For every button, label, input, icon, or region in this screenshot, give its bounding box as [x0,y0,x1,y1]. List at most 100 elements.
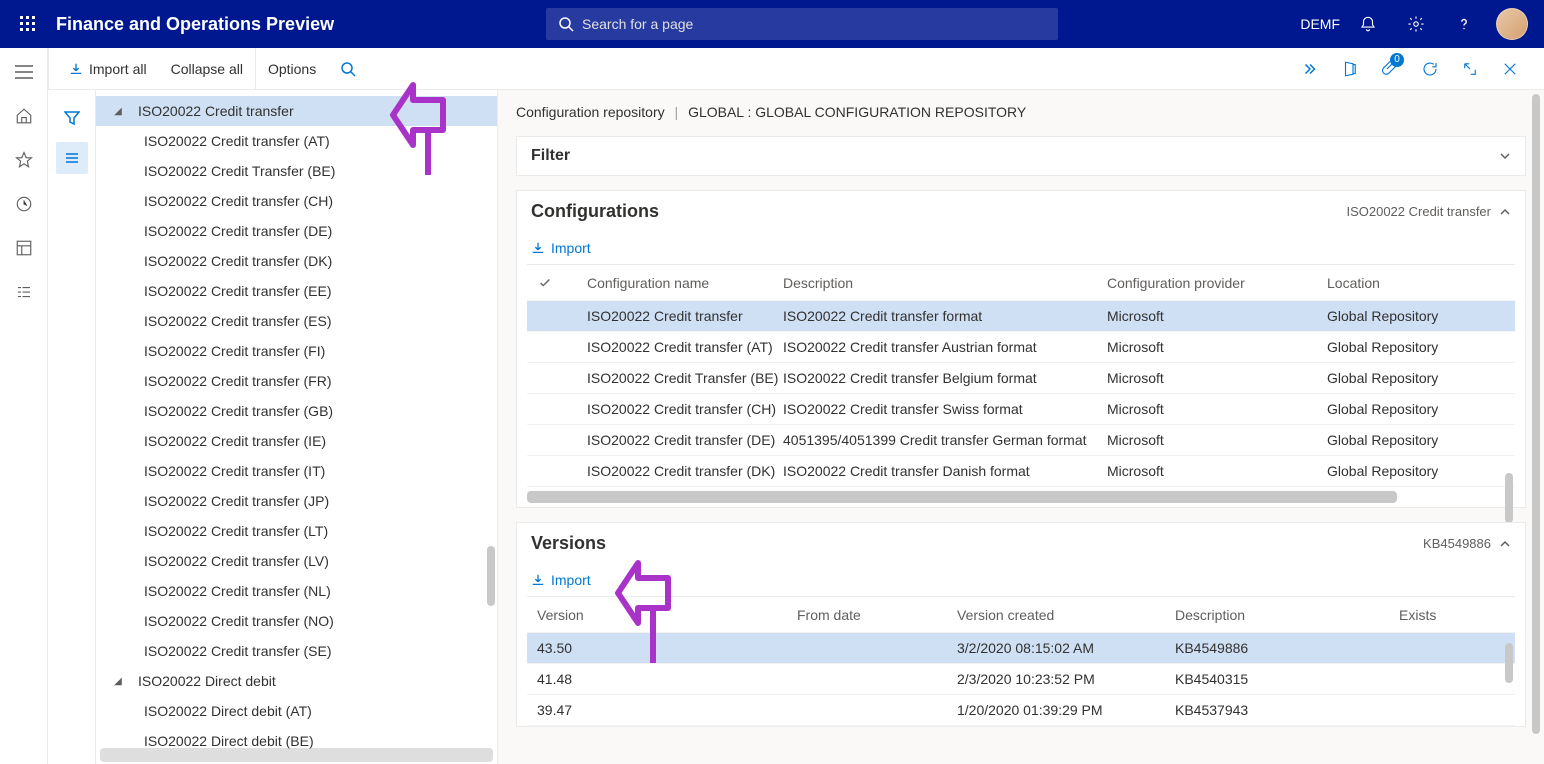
tree-hscroll[interactable] [100,748,493,762]
chevron-up-icon[interactable] [1499,206,1511,218]
config-grid-hscroll[interactable] [527,491,1397,503]
tree-item[interactable]: ◢ ISO20022 Direct debit [96,666,497,696]
bell-icon[interactable] [1348,0,1388,48]
app-header: Finance and Operations Preview Search fo… [0,0,1544,48]
created-cell: 2/3/2020 10:23:52 PM [957,671,1175,687]
link-icon[interactable] [1292,51,1328,87]
tree-item[interactable]: ISO20022 Credit transfer (LV) [96,546,497,576]
created-cell: 1/20/2020 01:39:29 PM [957,702,1175,718]
caret-icon[interactable]: ◢ [108,676,128,687]
refresh-icon[interactable] [1412,51,1448,87]
tree-item-label: ISO20022 Credit transfer (JP) [144,493,329,509]
tree-item-label: ISO20022 Credit transfer (ES) [144,313,332,329]
config-desc-cell: ISO20022 Credit transfer Swiss format [783,401,1107,417]
filter-icon[interactable] [56,102,88,134]
options-button[interactable]: Options [255,48,328,90]
tree-item-label: ISO20022 Credit transfer (IE) [144,433,326,449]
close-icon[interactable] [1492,51,1528,87]
caret-icon[interactable]: ◢ [108,106,128,117]
waffle-icon[interactable] [8,0,48,48]
versions-grid-header: Version From date Version created Descri… [527,597,1515,633]
config-desc-cell: ISO20022 Credit transfer Belgium format [783,370,1107,386]
tree-item[interactable]: ISO20022 Credit transfer (ES) [96,306,497,336]
versions-import-button[interactable]: Import [517,564,1525,596]
config-row[interactable]: ISO20022 Credit transfer (CH)ISO20022 Cr… [527,394,1515,425]
config-row[interactable]: ISO20022 Credit transfer (DK)ISO20022 Cr… [527,456,1515,487]
tree-item[interactable]: ISO20022 Credit transfer (JP) [96,486,497,516]
collapse-all-button[interactable]: Collapse all [159,48,255,90]
config-row[interactable]: ISO20022 Credit transfer (DE)4051395/405… [527,425,1515,456]
tree-vscroll[interactable] [487,546,495,606]
tree-item[interactable]: ISO20022 Credit transfer (IE) [96,426,497,456]
col-from-date[interactable]: From date [797,607,957,623]
sort-icon[interactable] [56,142,88,174]
config-prov-cell: Microsoft [1107,401,1327,417]
config-grid-vscroll[interactable] [1505,473,1513,523]
attachments-icon[interactable]: 0 [1372,51,1408,87]
config-loc-cell: Global Repository [1327,463,1515,479]
tree-panel: ◢ISO20022 Credit transferISO20022 Credit… [48,90,498,764]
action-bar: Import all Collapse all Options 0 [48,48,1544,90]
help-icon[interactable] [1444,0,1484,48]
col-location[interactable]: Location [1327,275,1515,291]
search-input[interactable]: Search for a page [546,8,1058,40]
tree-item[interactable]: ISO20022 Credit transfer (IT) [96,456,497,486]
import-all-button[interactable]: Import all [57,48,159,90]
tree-item[interactable]: ISO20022 Credit transfer (LT) [96,516,497,546]
page-vscroll[interactable] [1532,94,1540,734]
col-created[interactable]: Version created [957,607,1175,623]
chevron-up-icon[interactable] [1499,538,1511,550]
col-description[interactable]: Description [783,275,1107,291]
tree-item[interactable]: ◢ISO20022 Credit transfer [96,96,497,126]
avatar[interactable] [1492,0,1532,48]
tree-item[interactable]: ISO20022 Credit transfer (CH) [96,186,497,216]
tree-item[interactable]: ISO20022 Credit transfer (FI) [96,336,497,366]
company-label[interactable]: DEMF [1300,16,1340,32]
tree-item[interactable]: ISO20022 Credit transfer (FR) [96,366,497,396]
star-icon[interactable] [0,140,48,180]
popout-icon[interactable] [1452,51,1488,87]
config-tree[interactable]: ◢ISO20022 Credit transferISO20022 Credit… [96,90,497,764]
col-provider[interactable]: Configuration provider [1107,275,1327,291]
tree-item[interactable]: ISO20022 Credit transfer (NL) [96,576,497,606]
versions-grid-vscroll[interactable] [1505,643,1513,683]
tree-item[interactable]: ISO20022 Direct debit (AT) [96,696,497,726]
tree-item[interactable]: ISO20022 Credit transfer (DK) [96,246,497,276]
tree-item-label: ISO20022 Credit transfer (LT) [144,523,328,539]
office-icon[interactable] [1332,51,1368,87]
col-ver-desc[interactable]: Description [1175,607,1399,623]
hamburger-icon[interactable] [0,52,48,92]
modules-icon[interactable] [0,272,48,312]
tree-item[interactable]: ISO20022 Credit transfer (EE) [96,276,497,306]
import-all-label: Import all [89,61,147,77]
config-import-button[interactable]: Import [517,232,1525,264]
tree-item[interactable]: ISO20022 Credit transfer (NO) [96,606,497,636]
home-icon[interactable] [0,96,48,136]
version-row[interactable]: 39.471/20/2020 01:39:29 PMKB4537943 [527,695,1515,726]
search-action-icon[interactable] [328,48,368,90]
col-config-name[interactable]: Configuration name [563,275,783,291]
config-row[interactable]: ISO20022 Credit transferISO20022 Credit … [527,301,1515,332]
checkmark-icon[interactable] [527,276,563,290]
config-prov-cell: Microsoft [1107,339,1327,355]
tree-item[interactable]: ISO20022 Credit transfer (DE) [96,216,497,246]
tree-item[interactable]: ISO20022 Credit transfer (GB) [96,396,497,426]
tree-item-label: ISO20022 Direct debit [138,673,276,689]
breadcrumb-part1[interactable]: Configuration repository [516,104,665,120]
recent-icon[interactable] [0,184,48,224]
vdesc-cell: KB4549886 [1175,640,1399,656]
config-prov-cell: Microsoft [1107,463,1327,479]
config-row[interactable]: ISO20022 Credit transfer (AT)ISO20022 Cr… [527,332,1515,363]
workspace-icon[interactable] [0,228,48,268]
config-name-cell: ISO20022 Credit transfer (DK) [563,463,783,479]
chevron-down-icon[interactable] [1499,150,1511,162]
version-row[interactable]: 41.482/3/2020 10:23:52 PMKB4540315 [527,664,1515,695]
config-row[interactable]: ISO20022 Credit Transfer (BE)ISO20022 Cr… [527,363,1515,394]
gear-icon[interactable] [1396,0,1436,48]
col-exists[interactable]: Exists [1399,607,1515,623]
tree-item[interactable]: ISO20022 Credit transfer (SE) [96,636,497,666]
version-row[interactable]: 43.503/2/2020 08:15:02 AMKB4549886 [527,633,1515,664]
col-version[interactable]: Version [527,607,797,623]
tree-item[interactable]: ISO20022 Credit transfer (AT) [96,126,497,156]
tree-item[interactable]: ISO20022 Credit Transfer (BE) [96,156,497,186]
